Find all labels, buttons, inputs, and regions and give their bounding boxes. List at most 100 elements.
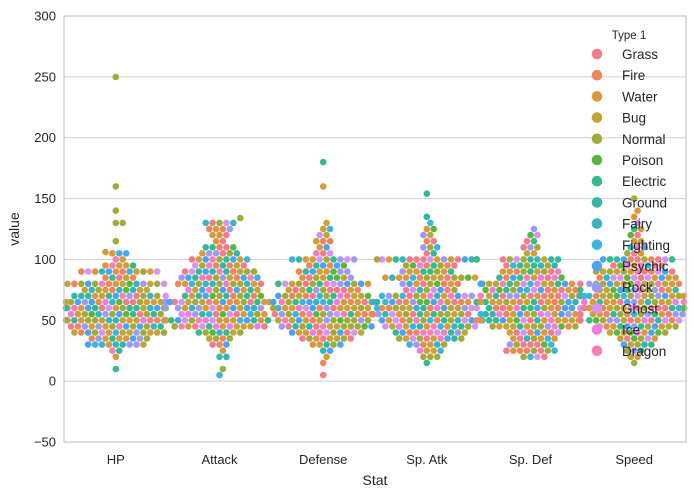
data-point [634,219,641,227]
data-point [506,292,514,300]
data-point [326,323,334,330]
data-point [565,310,572,318]
data-point [212,262,220,269]
data-point [306,298,313,306]
data-point [637,298,645,306]
data-point [392,292,400,300]
data-point [630,237,638,245]
data-point [288,329,296,336]
data-point [188,268,196,275]
data-point [288,292,296,300]
data-point [499,292,507,300]
data-point [568,292,576,300]
data-point [489,286,496,294]
data-point [347,335,355,342]
data-point [202,219,209,227]
data-point [592,317,600,324]
data-point [302,268,310,275]
data-point [406,268,413,275]
data-point [444,262,451,269]
data-point [171,323,178,330]
data-point [423,310,431,318]
data-point [675,280,683,288]
data-point [178,310,185,318]
data-point [323,231,330,239]
data-point [668,280,676,288]
data-point [109,250,116,257]
data-point [309,256,317,263]
data-point [433,280,441,288]
data-point [333,274,341,282]
data-point [112,268,120,275]
data-point [392,304,400,312]
data-point [413,256,420,263]
data-point [102,274,109,282]
data-point [91,341,99,348]
data-point [451,335,458,342]
data-point [316,256,324,263]
data-point [541,292,548,300]
data-point [437,262,444,269]
data-point [513,292,520,300]
data-point [254,274,261,282]
data-point [382,323,389,330]
data-point [226,225,234,233]
data-point [102,310,109,318]
data-point [554,304,562,312]
data-point [406,329,413,336]
data-point [530,262,538,269]
data-point [181,304,189,312]
data-point [427,317,434,324]
data-point [119,304,126,312]
data-point [319,298,327,306]
plot-frame [63,15,687,443]
data-point [153,329,161,336]
data-point [84,292,92,300]
data-point [572,286,579,294]
data-point [302,317,310,324]
data-point [219,347,227,355]
data-point [634,207,641,214]
data-point [153,280,161,288]
data-point [302,329,310,336]
data-point [202,280,209,288]
data-point [236,317,244,324]
data-point [510,335,517,342]
data-point [319,183,327,190]
data-point [523,335,531,342]
data-point [534,341,541,348]
legend-marker [591,197,603,208]
data-point [506,304,514,312]
data-point [482,298,489,306]
data-point [354,298,362,306]
data-point [427,268,434,275]
data-point [577,286,584,294]
data-point [278,298,286,306]
data-point [427,256,434,263]
data-point [544,286,552,294]
data-point [630,195,638,202]
data-point [477,317,485,324]
data-point [330,268,337,275]
data-point [668,256,676,263]
data-point [112,219,120,227]
data-point [610,286,617,294]
x-tick-label: HP [107,452,125,467]
data-point [295,256,303,263]
data-point [219,310,227,318]
data-point [468,317,476,324]
data-point [285,310,293,318]
data-point [71,292,78,300]
data-point [347,298,355,306]
data-point [620,317,628,324]
data-point [236,292,244,300]
data-point [395,298,403,306]
data-point [116,347,123,355]
data-point [84,268,92,275]
data-point [195,256,203,263]
data-point [496,310,503,318]
data-point [361,310,368,318]
legend-marker [591,281,603,293]
data-point [226,286,234,294]
data-point [675,317,683,324]
